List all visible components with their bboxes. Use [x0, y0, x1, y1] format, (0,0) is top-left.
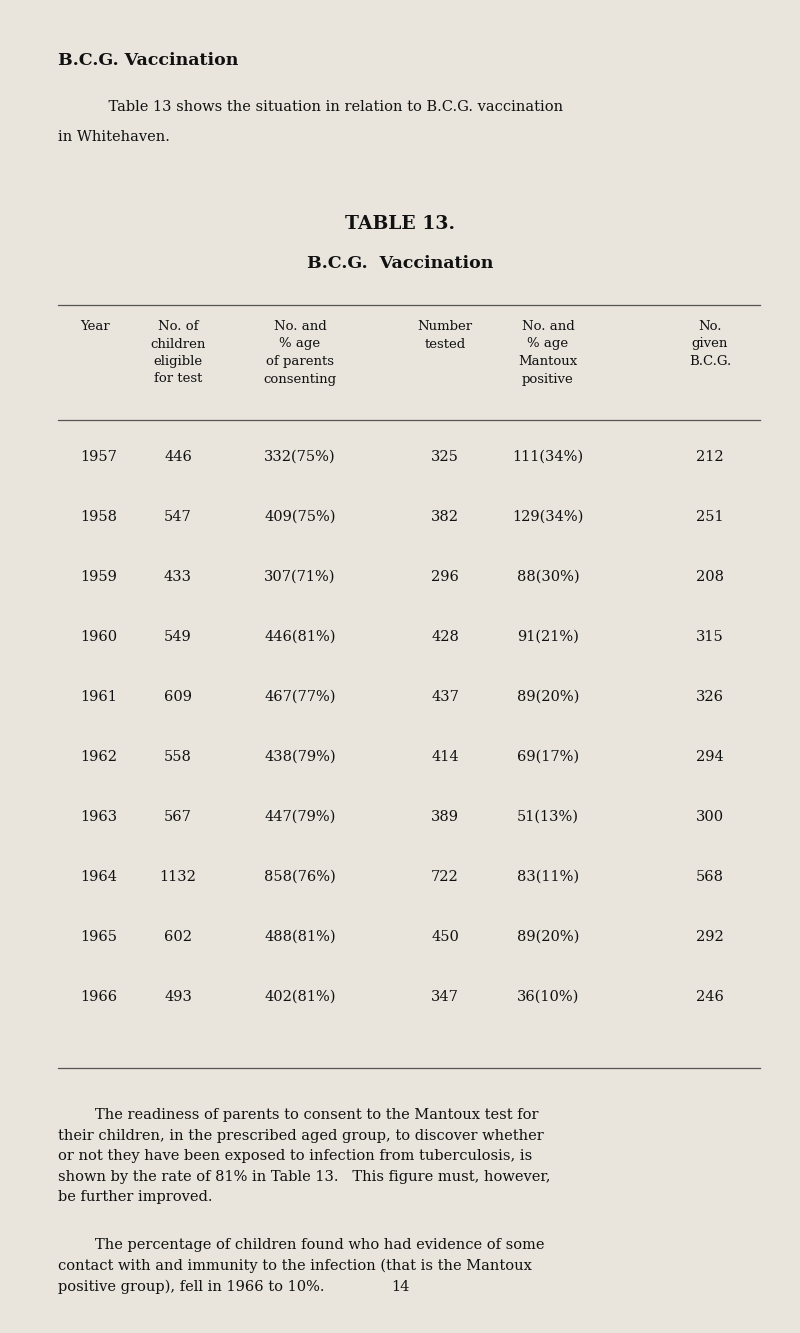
Text: 111(34%): 111(34%) [513, 451, 583, 464]
Text: 414: 414 [431, 750, 459, 764]
Text: 1959: 1959 [80, 571, 117, 584]
Text: 447(79%): 447(79%) [264, 810, 336, 824]
Text: 1963: 1963 [80, 810, 117, 824]
Text: 549: 549 [164, 631, 192, 644]
Text: 450: 450 [431, 930, 459, 944]
Text: 83(11%): 83(11%) [517, 870, 579, 884]
Text: 1966: 1966 [80, 990, 117, 1004]
Text: 438(79%): 438(79%) [264, 750, 336, 764]
Text: 246: 246 [696, 990, 724, 1004]
Text: 315: 315 [696, 631, 724, 644]
Text: Year: Year [80, 320, 110, 333]
Text: 300: 300 [696, 810, 724, 824]
Text: 307(71%): 307(71%) [264, 571, 336, 584]
Text: 428: 428 [431, 631, 459, 644]
Text: 1960: 1960 [80, 631, 117, 644]
Text: TABLE 13.: TABLE 13. [345, 215, 455, 233]
Text: 433: 433 [164, 571, 192, 584]
Text: 567: 567 [164, 810, 192, 824]
Text: in Whitehaven.: in Whitehaven. [58, 131, 170, 144]
Text: 1962: 1962 [80, 750, 117, 764]
Text: 1964: 1964 [80, 870, 117, 884]
Text: 325: 325 [431, 451, 459, 464]
Text: 51(13%): 51(13%) [517, 810, 579, 824]
Text: 88(30%): 88(30%) [517, 571, 579, 584]
Text: 446(81%): 446(81%) [264, 631, 336, 644]
Text: 1132: 1132 [159, 870, 197, 884]
Text: 1965: 1965 [80, 930, 117, 944]
Text: 609: 609 [164, 690, 192, 704]
Text: 251: 251 [696, 511, 724, 524]
Text: 347: 347 [431, 990, 459, 1004]
Text: 1958: 1958 [80, 511, 117, 524]
Text: 208: 208 [696, 571, 724, 584]
Text: 409(75%): 409(75%) [264, 511, 336, 524]
Text: 89(20%): 89(20%) [517, 690, 579, 704]
Text: Number
tested: Number tested [418, 320, 473, 351]
Text: No. and
% age
of parents
consenting: No. and % age of parents consenting [263, 320, 337, 385]
Text: 467(77%): 467(77%) [264, 690, 336, 704]
Text: 602: 602 [164, 930, 192, 944]
Text: 558: 558 [164, 750, 192, 764]
Text: 129(34%): 129(34%) [512, 511, 584, 524]
Text: 437: 437 [431, 690, 459, 704]
Text: 89(20%): 89(20%) [517, 930, 579, 944]
Text: 389: 389 [431, 810, 459, 824]
Text: 547: 547 [164, 511, 192, 524]
Text: 568: 568 [696, 870, 724, 884]
Text: 91(21%): 91(21%) [517, 631, 579, 644]
Text: 1957: 1957 [80, 451, 117, 464]
Text: No.
given
B.C.G.: No. given B.C.G. [689, 320, 731, 368]
Text: 722: 722 [431, 870, 459, 884]
Text: 446: 446 [164, 451, 192, 464]
Text: 294: 294 [696, 750, 724, 764]
Text: 1961: 1961 [80, 690, 117, 704]
Text: 69(17%): 69(17%) [517, 750, 579, 764]
Text: 332(75%): 332(75%) [264, 451, 336, 464]
Text: No. of
children
eligible
for test: No. of children eligible for test [150, 320, 206, 385]
Text: 292: 292 [696, 930, 724, 944]
Text: No. and
% age
Mantoux
positive: No. and % age Mantoux positive [518, 320, 578, 385]
Text: 14: 14 [391, 1280, 409, 1294]
Text: The percentage of children found who had evidence of some
contact with and immun: The percentage of children found who had… [58, 1238, 545, 1294]
Text: 296: 296 [431, 571, 459, 584]
Text: B.C.G.  Vaccination: B.C.G. Vaccination [307, 255, 493, 272]
Text: 382: 382 [431, 511, 459, 524]
Text: 36(10%): 36(10%) [517, 990, 579, 1004]
Text: 488(81%): 488(81%) [264, 930, 336, 944]
Text: 402(81%): 402(81%) [264, 990, 336, 1004]
Text: 493: 493 [164, 990, 192, 1004]
Text: The readiness of parents to consent to the Mantoux test for
their children, in t: The readiness of parents to consent to t… [58, 1108, 550, 1205]
Text: 858(76%): 858(76%) [264, 870, 336, 884]
Text: 212: 212 [696, 451, 724, 464]
Text: Table 13 shows the situation in relation to B.C.G. vaccination: Table 13 shows the situation in relation… [90, 100, 563, 115]
Text: B.C.G. Vaccination: B.C.G. Vaccination [58, 52, 238, 69]
Text: 326: 326 [696, 690, 724, 704]
